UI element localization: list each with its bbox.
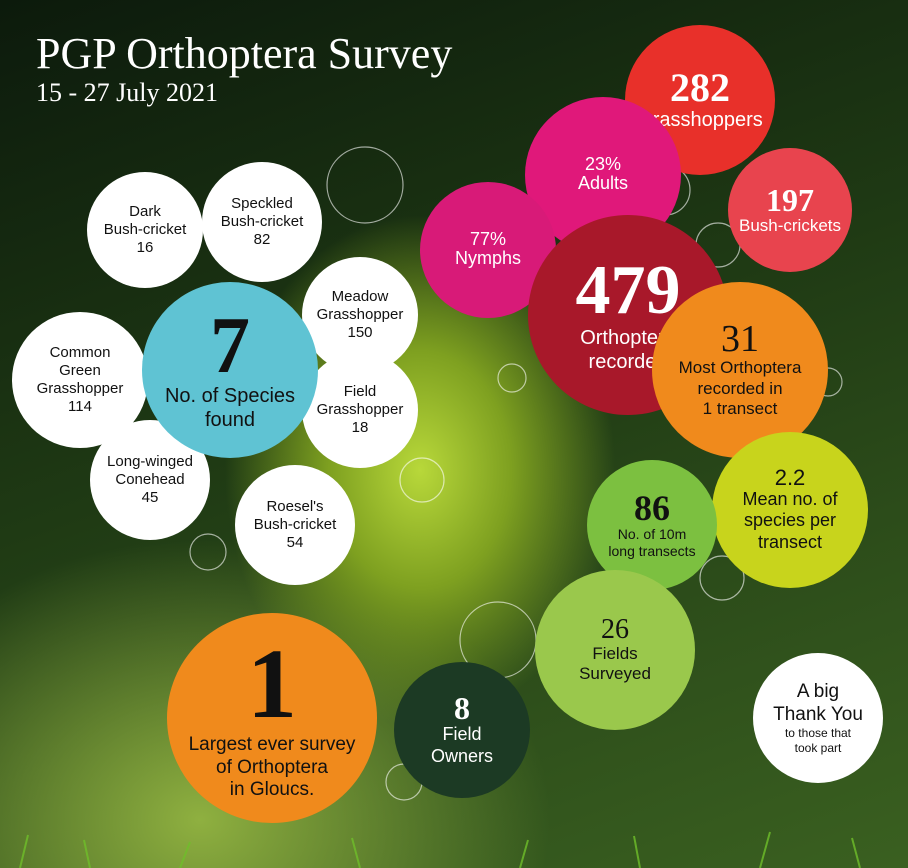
species-name: Roesel's	[266, 498, 323, 516]
thanks-small: to those that	[785, 726, 851, 740]
stat-label: Most Orthoptera	[679, 358, 802, 378]
species-name: Grasshopper	[317, 401, 404, 419]
stat-label: Largest ever survey	[189, 734, 356, 757]
species-total-label: found	[205, 408, 255, 432]
stat-label: recorded in	[697, 379, 782, 399]
stat-label: of Orthoptera	[216, 757, 328, 780]
stat-label: long transects	[608, 543, 695, 560]
title: PGP Orthoptera Survey	[36, 28, 452, 79]
stat-label: species per	[744, 510, 836, 532]
species-name: Grasshopper	[317, 306, 404, 324]
stat-label: Bush-crickets	[739, 216, 841, 236]
species-name: Conehead	[115, 471, 184, 489]
stat-label: Adults	[578, 173, 628, 195]
species-count: 150	[347, 324, 372, 342]
species-total-number: 7	[210, 308, 250, 384]
stat-number: 8	[454, 692, 470, 724]
species-name: Common	[50, 344, 111, 362]
species-count: 45	[142, 489, 159, 507]
stat-label: Owners	[431, 746, 493, 768]
stat-label: 1 transect	[703, 399, 778, 419]
stat-number: 77%	[470, 230, 506, 248]
stat-label: Mean no. of	[742, 489, 837, 511]
species-name: Green	[59, 362, 101, 380]
stat-label: Field	[442, 724, 481, 746]
stat-number: 31	[721, 320, 759, 358]
thanks-small: took part	[795, 741, 842, 755]
species-name: Meadow	[332, 288, 389, 306]
species-count: 18	[352, 419, 369, 437]
stat-label: No. of 10m	[618, 526, 686, 543]
stat-label: Fields	[592, 644, 637, 664]
species-name: Dark	[129, 203, 161, 221]
date: 15 - 27 July 2021	[36, 78, 218, 108]
species-name: Long-winged	[107, 453, 193, 471]
species-name: Bush-cricket	[221, 213, 304, 231]
stat-number: 86	[634, 490, 670, 526]
stat-number: 26	[601, 616, 629, 644]
species-count: 82	[254, 231, 271, 249]
stat-label: Surveyed	[579, 664, 651, 684]
stat-label: Nymphs	[455, 248, 521, 270]
species-count: 114	[68, 398, 92, 416]
species-name: Field	[344, 383, 377, 401]
species-name: Grasshopper	[37, 380, 124, 398]
species-name: Bush-cricket	[104, 221, 187, 239]
stat-number: 2.2	[775, 467, 806, 489]
species-total-label: No. of Species	[165, 384, 295, 408]
infographic: PGP Orthoptera Survey 15 - 27 July 2021 …	[0, 0, 908, 868]
species-count: 54	[287, 534, 304, 552]
thanks-text: Thank You	[773, 704, 863, 727]
species-count: 16	[137, 239, 154, 257]
stat-label: in Gloucs.	[230, 779, 314, 802]
stat-label: transect	[758, 532, 822, 554]
stat-number: 23%	[585, 155, 621, 173]
stat-number: 1	[247, 634, 297, 734]
stat-number: 197	[766, 184, 814, 216]
species-name: Speckled	[231, 195, 293, 213]
thanks-text: A big	[797, 681, 839, 704]
species-name: Bush-cricket	[254, 516, 337, 534]
stat-number: 479	[576, 256, 681, 326]
stat-number: 282	[670, 68, 730, 108]
